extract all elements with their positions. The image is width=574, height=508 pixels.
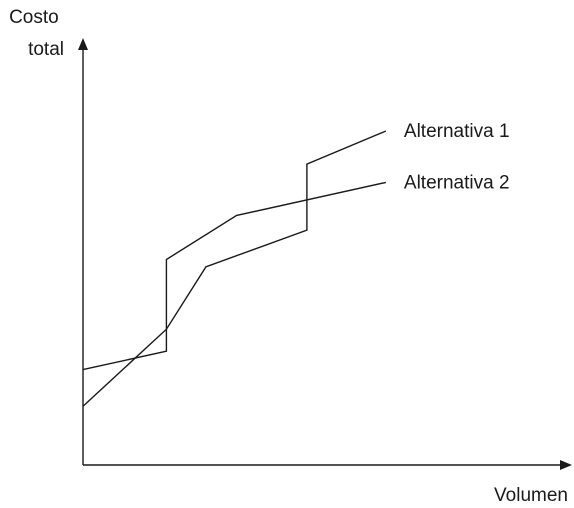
- y-axis-label: Costo total: [9, 7, 64, 60]
- x-axis-label: Volumen: [494, 485, 568, 506]
- series-line-alternativa-2: [82, 181, 387, 371]
- series-label-layer: Alternativa 1 Alternativa 2: [404, 121, 510, 193]
- y-axis-label-line-2: total: [28, 39, 64, 60]
- x-axis-arrow: [560, 460, 572, 470]
- y-axis-arrow: [78, 38, 88, 50]
- series-label-alternativa-1: Alternativa 1: [404, 121, 510, 142]
- y-axis-label-line-1: Costo: [9, 7, 59, 28]
- series-line-alternativa-1: [82, 130, 387, 407]
- series-layer: [82, 130, 387, 407]
- series-label-alternativa-2: Alternativa 2: [404, 172, 510, 193]
